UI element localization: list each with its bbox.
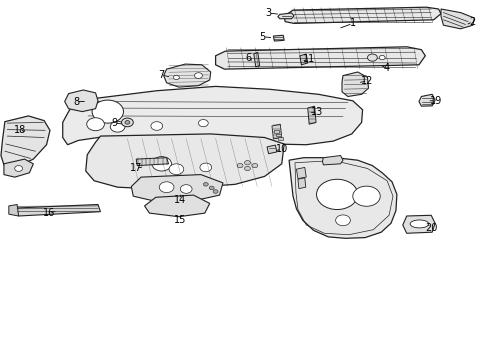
Polygon shape [278,137,283,140]
Polygon shape [298,178,306,189]
Text: 19: 19 [430,96,442,106]
Polygon shape [276,134,281,136]
Polygon shape [63,86,363,145]
Circle shape [245,161,250,165]
Polygon shape [9,204,19,216]
Polygon shape [403,215,435,233]
Text: 3: 3 [266,8,271,18]
Text: 1: 1 [350,18,356,28]
Text: 13: 13 [312,107,323,117]
Polygon shape [278,13,294,19]
Text: 16: 16 [43,208,55,218]
Text: 17: 17 [130,163,143,174]
Circle shape [195,73,202,78]
Text: 6: 6 [245,53,251,63]
Polygon shape [136,158,169,166]
Polygon shape [216,47,425,69]
Polygon shape [284,7,441,23]
Text: 10: 10 [275,144,288,154]
Text: 8: 8 [73,96,79,107]
Circle shape [252,163,258,168]
Polygon shape [272,124,282,139]
Text: 7: 7 [159,70,165,80]
Circle shape [151,122,163,130]
Polygon shape [419,94,435,106]
Polygon shape [15,204,100,216]
Text: 2: 2 [470,17,476,27]
Circle shape [159,182,174,193]
Polygon shape [289,158,397,238]
Polygon shape [296,167,306,179]
Polygon shape [1,116,50,167]
Circle shape [173,75,179,80]
Circle shape [125,121,130,124]
Circle shape [152,157,172,171]
Polygon shape [145,195,210,217]
Circle shape [353,186,380,206]
Polygon shape [131,175,223,202]
Polygon shape [254,52,260,67]
Circle shape [213,190,218,193]
Circle shape [87,118,104,131]
Text: 5: 5 [260,32,266,42]
Circle shape [92,100,123,123]
Polygon shape [274,130,279,133]
Circle shape [368,54,377,61]
Circle shape [180,185,192,193]
Text: 18: 18 [14,125,25,135]
Polygon shape [164,64,211,87]
Polygon shape [86,134,284,189]
Polygon shape [4,159,33,177]
Text: 14: 14 [174,195,186,205]
Circle shape [237,163,243,168]
Circle shape [245,166,250,171]
Text: 4: 4 [384,63,390,73]
Polygon shape [308,106,316,124]
Circle shape [110,121,125,132]
Polygon shape [300,54,308,65]
Circle shape [379,55,385,60]
Circle shape [122,118,133,127]
Text: 15: 15 [174,215,187,225]
Text: 9: 9 [111,118,117,128]
Polygon shape [273,35,284,41]
Circle shape [169,164,184,175]
Circle shape [203,183,208,186]
Circle shape [209,186,214,190]
Text: 20: 20 [425,222,438,233]
Circle shape [15,166,23,171]
Text: 12: 12 [361,76,374,86]
Ellipse shape [410,220,429,228]
Circle shape [317,179,358,210]
Polygon shape [65,90,98,112]
Polygon shape [441,9,474,29]
Circle shape [336,215,350,226]
Text: 11: 11 [303,54,315,64]
Polygon shape [342,72,368,96]
Circle shape [198,120,208,127]
Circle shape [200,163,212,172]
Polygon shape [322,156,343,165]
Polygon shape [267,145,277,154]
